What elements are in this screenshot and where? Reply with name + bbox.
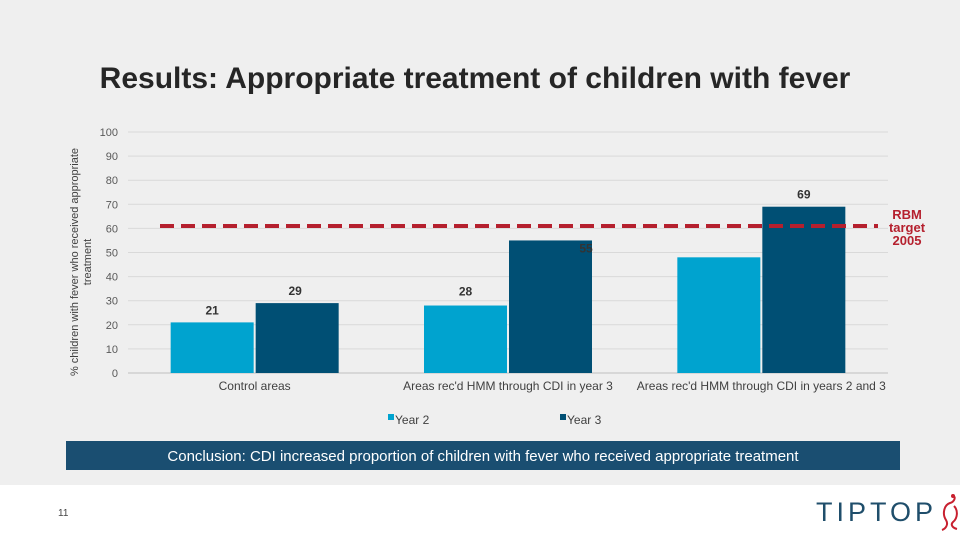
data-label: 21 [205,303,219,317]
bar-chart: 0 10 20 30 40 50 60 70 80 90 100 % children with fe… [69,127,926,427]
y-tick-label: 100 [100,127,118,139]
y-tick-label: 20 [106,320,118,332]
data-label: 69 [797,188,811,202]
legend-label: Year 3 [567,413,602,427]
slide-title: Results: Appropriate treatment of childr… [99,62,851,95]
x-category-label: Control areas [219,379,291,393]
rbm-target-label: RBM target 2005 [889,207,926,248]
data-label: 29 [288,284,302,298]
y-tick-label: 50 [106,248,118,260]
y-tick-label: 10 [106,344,118,356]
page-number: 11 [58,508,69,519]
bar [677,257,761,373]
y-tick-label: 60 [106,223,118,235]
y-tick-label: 30 [106,296,118,308]
legend-label: Year 2 [395,413,430,427]
tiptop-logo: TIPTOP [816,490,960,534]
legend-swatch [560,414,566,420]
y-tick-label: 0 [112,368,118,380]
logo-mark-icon [941,494,958,531]
bar [509,240,592,373]
data-label: 28 [459,285,473,299]
y-tick-label: 40 [106,272,118,284]
bar [170,322,254,373]
y-tick-label: 80 [106,175,118,187]
bar [762,206,846,373]
logo-text: TIPTOP [816,496,938,527]
y-tick-label: 70 [106,199,118,211]
bar [424,305,507,373]
y-axis-label: % children with fever who received appro… [69,148,94,376]
conclusion-banner: Conclusion: CDI increased proportion of … [66,441,900,470]
data-label: 55 [579,241,593,255]
bar [255,303,339,373]
x-category-label: Areas rec'd HMM through CDI in years 2 a… [637,379,886,393]
x-category-label: Areas rec'd HMM through CDI in year 3 [403,379,613,393]
legend-swatch [388,414,394,420]
y-tick-label: 90 [106,151,118,163]
